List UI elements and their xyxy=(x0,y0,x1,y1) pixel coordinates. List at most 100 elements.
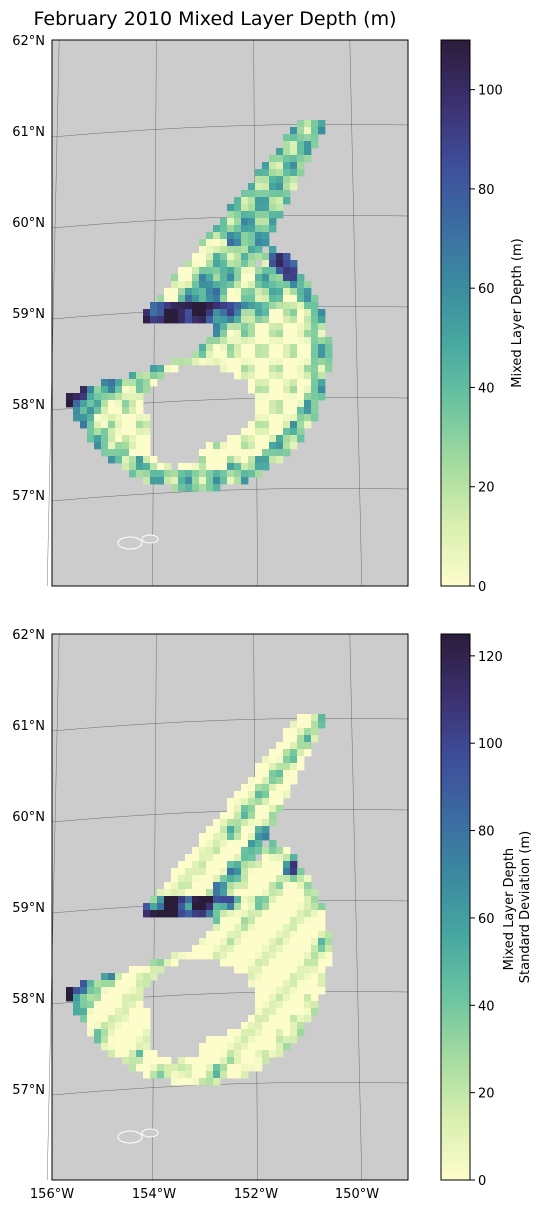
field-cell xyxy=(290,770,298,778)
field-cell xyxy=(234,288,242,296)
field-cell xyxy=(227,1043,235,1051)
field-cell xyxy=(164,477,172,485)
field-cell xyxy=(283,903,291,911)
field-cell xyxy=(220,1071,228,1079)
field-cell xyxy=(297,994,305,1002)
field-cell xyxy=(269,1029,277,1037)
field-cell xyxy=(248,868,256,876)
field-cell xyxy=(171,365,179,373)
field-cell xyxy=(108,456,116,464)
field-cell xyxy=(255,826,263,834)
field-cell xyxy=(255,239,263,247)
field-cell xyxy=(262,232,270,240)
field-cell xyxy=(129,1015,137,1023)
field-cell xyxy=(276,204,284,212)
field-cell xyxy=(248,791,256,799)
field-cell xyxy=(136,435,144,443)
field-cell xyxy=(262,1029,270,1037)
field-cell xyxy=(269,854,277,862)
field-cell xyxy=(171,868,179,876)
field-cell xyxy=(255,197,263,205)
field-cell xyxy=(304,344,312,352)
field-cell xyxy=(136,393,144,401)
field-cell xyxy=(122,386,130,394)
field-cell xyxy=(157,365,165,373)
field-cell xyxy=(94,1015,102,1023)
field-cell xyxy=(241,861,249,869)
field-cell xyxy=(269,365,277,373)
field-cell xyxy=(269,421,277,429)
field-cell xyxy=(108,1043,116,1051)
field-cell xyxy=(276,295,284,303)
field-cell xyxy=(269,295,277,303)
field-cell xyxy=(255,868,263,876)
field-cell xyxy=(248,204,256,212)
field-cell xyxy=(269,812,277,820)
field-cell xyxy=(234,295,242,303)
field-cell xyxy=(262,337,270,345)
field-cell xyxy=(136,421,144,429)
field-cell xyxy=(283,386,291,394)
field-cell xyxy=(227,924,235,932)
field-cell xyxy=(276,1001,284,1009)
field-cell xyxy=(185,463,193,471)
field-cell xyxy=(325,938,333,946)
field-cell xyxy=(283,763,291,771)
field-cell xyxy=(241,903,249,911)
field-cell xyxy=(206,316,214,324)
field-cell xyxy=(311,358,319,366)
field-cell xyxy=(220,945,228,953)
field-cell xyxy=(227,875,235,883)
field-cell xyxy=(213,1043,221,1051)
field-cell xyxy=(220,917,228,925)
field-cell xyxy=(234,435,242,443)
field-cell xyxy=(269,393,277,401)
field-cell xyxy=(206,253,214,261)
field-cell xyxy=(318,323,326,331)
field-cell xyxy=(122,987,130,995)
field-cell xyxy=(248,323,256,331)
field-cell xyxy=(255,246,263,254)
field-cell xyxy=(150,896,158,904)
latitude-tick-label: 61°N xyxy=(12,719,45,734)
field-cell xyxy=(157,959,165,967)
field-cell xyxy=(255,323,263,331)
field-cell xyxy=(101,379,109,387)
field-cell xyxy=(262,812,270,820)
field-cell xyxy=(269,414,277,422)
field-cell xyxy=(304,281,312,289)
field-cell xyxy=(143,477,151,485)
field-cell xyxy=(192,945,200,953)
field-cell xyxy=(262,1036,270,1044)
field-cell xyxy=(171,959,179,967)
field-cell xyxy=(185,910,193,918)
field-cell xyxy=(276,777,284,785)
field-cell xyxy=(192,903,200,911)
field-cell xyxy=(241,267,249,275)
field-cell xyxy=(185,1064,193,1072)
field-cell xyxy=(234,316,242,324)
field-cell xyxy=(255,372,263,380)
field-cell xyxy=(255,903,263,911)
field-cell xyxy=(262,393,270,401)
field-cell xyxy=(241,330,249,338)
field-cell xyxy=(248,211,256,219)
field-cell xyxy=(199,358,207,366)
field-cell xyxy=(227,470,235,478)
field-cell xyxy=(283,197,291,205)
field-cell xyxy=(241,1057,249,1065)
field-cell xyxy=(283,847,291,855)
field-cell xyxy=(290,365,298,373)
field-cell xyxy=(185,470,193,478)
field-cell xyxy=(276,1015,284,1023)
field-cell xyxy=(157,302,165,310)
field-cell xyxy=(66,994,74,1002)
field-cell xyxy=(213,868,221,876)
field-cell xyxy=(248,819,256,827)
field-cell xyxy=(248,952,256,960)
field-cell xyxy=(255,288,263,296)
field-cell xyxy=(262,903,270,911)
field-cell xyxy=(290,1036,298,1044)
field-cell xyxy=(241,931,249,939)
field-cell xyxy=(234,211,242,219)
